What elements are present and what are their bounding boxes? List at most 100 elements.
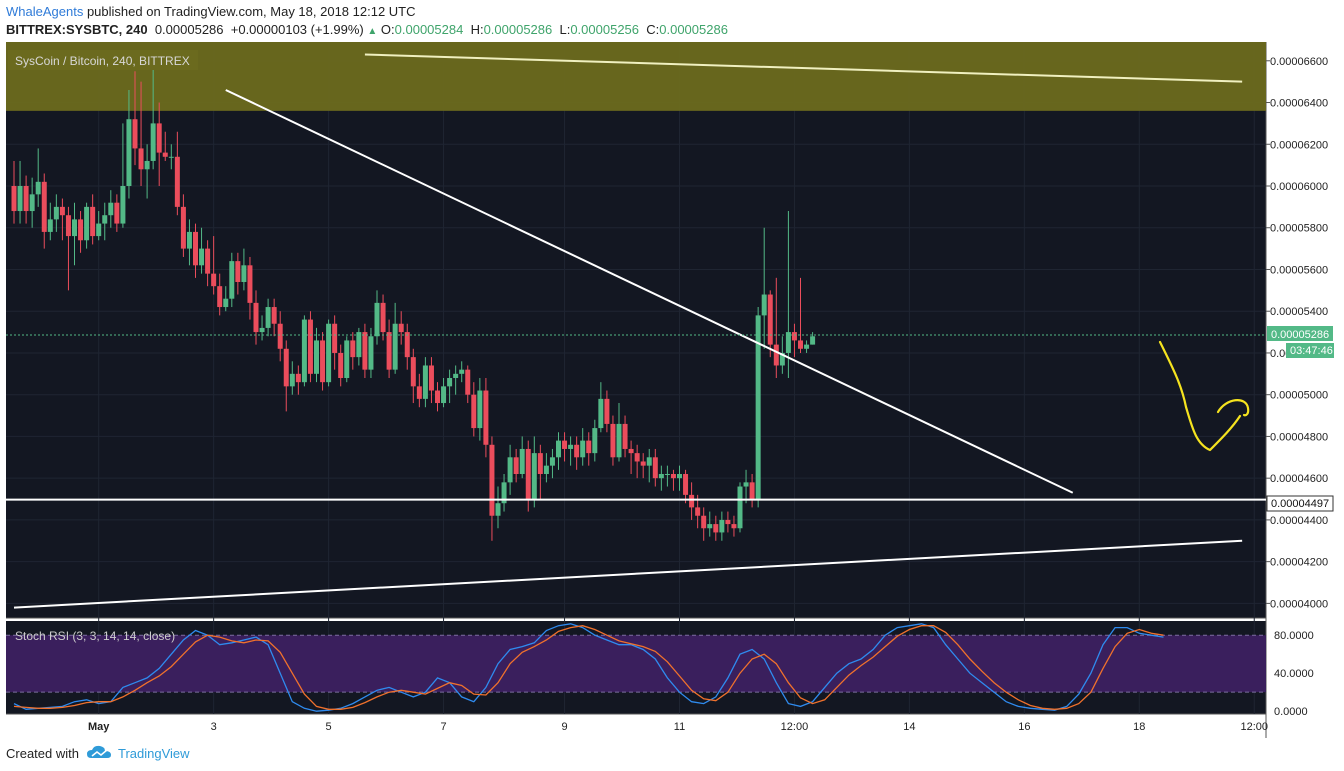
- candle-body: [271, 307, 277, 324]
- price-chart[interactable]: 0.00006600 0.00006400 0.00006200 0.00006000…: [0, 42, 1344, 738]
- countdown-tag: [1286, 343, 1334, 358]
- candle-body: [598, 398, 604, 429]
- candle-body: [283, 348, 289, 387]
- price-axis[interactable]: [1266, 42, 1344, 714]
- candle-body: [562, 440, 568, 449]
- candle-body: [810, 336, 816, 345]
- price-tick-label: 0.00004400: [1270, 515, 1328, 527]
- candle-body: [568, 444, 574, 449]
- descending-trendline: [225, 89, 1074, 494]
- candle-body: [592, 428, 598, 454]
- projection-arrow[interactable]: [1158, 340, 1242, 452]
- time-tick-label: 12:00: [1240, 721, 1268, 733]
- candle-body: [652, 457, 658, 479]
- support-price-label: 0.00004497: [1271, 498, 1329, 510]
- price-tick-label: 0.00005400: [1270, 306, 1328, 318]
- candle-body: [259, 327, 265, 333]
- candle-body: [84, 206, 90, 241]
- time-tick-label: 9: [561, 721, 567, 733]
- author-link[interactable]: WhaleAgents: [6, 4, 84, 19]
- candle-body: [701, 515, 707, 529]
- candle-body: [658, 474, 664, 479]
- open-label: O:: [380, 22, 395, 37]
- candle-body: [428, 365, 434, 391]
- price-tick-label: 0.00005800: [1270, 223, 1328, 235]
- high-value: 0.00005286: [483, 22, 553, 37]
- candle-body: [580, 440, 586, 458]
- open-value: 0.00005284: [394, 22, 464, 37]
- candle-body: [332, 323, 338, 353]
- candle-body: [677, 474, 682, 479]
- time-tick-label: 18: [1133, 721, 1145, 733]
- candle-body: [513, 457, 519, 474]
- candle-body: [265, 307, 271, 328]
- candle-body: [277, 323, 283, 349]
- publish-info: published on TradingView.com, May 18, 20…: [83, 4, 416, 19]
- candle-body: [707, 524, 713, 529]
- candle-body: [108, 202, 114, 216]
- candle-body: [35, 181, 41, 195]
- candle-body: [398, 323, 404, 333]
- upper-channel-line: [364, 53, 1243, 83]
- candle-body: [301, 319, 307, 383]
- candle-body: [253, 302, 259, 333]
- candle-body: [295, 373, 301, 383]
- candle-body: [144, 160, 150, 170]
- projection-curl[interactable]: [1216, 399, 1250, 417]
- rsi-tick-label: 80.0000: [1274, 630, 1314, 642]
- candle-body: [719, 519, 725, 533]
- rsi-tick-label: 40.0000: [1274, 668, 1314, 680]
- price-change: +0.00000103 (+1.99%): [230, 22, 364, 37]
- candle-body: [205, 248, 211, 274]
- time-tick-label: 7: [440, 721, 446, 733]
- ascending-support-trendline: [13, 539, 1243, 609]
- candle-body: [646, 457, 652, 466]
- time-tick-label: 14: [903, 721, 915, 733]
- candle-body: [507, 457, 513, 483]
- tradingview-link[interactable]: TradingView: [118, 746, 190, 761]
- rsi-band: [6, 635, 1266, 693]
- candle-body: [410, 357, 416, 387]
- price-tick-label: 0.00005000: [1270, 390, 1328, 402]
- candle-body: [241, 265, 247, 282]
- candle-body: [465, 369, 471, 395]
- candle-body: [380, 302, 386, 333]
- candle-body: [586, 440, 592, 454]
- trendlines[interactable]: [13, 53, 1243, 609]
- candle-body: [307, 319, 313, 374]
- candle-body: [193, 231, 198, 266]
- candle-body: [132, 119, 138, 149]
- candle-body: [804, 344, 810, 349]
- candle-body: [549, 457, 555, 466]
- candle-body: [616, 423, 622, 458]
- candles[interactable]: [11, 69, 816, 541]
- candle-body: [289, 373, 295, 387]
- candle-body: [531, 453, 537, 500]
- candle-body: [78, 219, 84, 241]
- candle-body: [610, 423, 616, 458]
- candle-body: [350, 340, 356, 358]
- price-tick-label: 0.00006200: [1270, 139, 1328, 151]
- candle-body: [695, 507, 701, 516]
- time-tick-label: 3: [211, 721, 217, 733]
- candle-body: [368, 336, 374, 370]
- candle-body: [798, 340, 803, 349]
- candle-body: [640, 461, 646, 466]
- rsi-tick-label: 0.0000: [1274, 706, 1308, 718]
- candle-body: [386, 332, 392, 370]
- candle-body: [634, 453, 640, 462]
- candle-body: [156, 123, 162, 153]
- candle-body: [138, 148, 144, 170]
- candle-body: [416, 386, 422, 399]
- time-tick-label: 16: [1018, 721, 1030, 733]
- price-tick-label: 0.00006600: [1270, 56, 1328, 68]
- candle-body: [344, 340, 350, 378]
- candle-body: [356, 332, 362, 358]
- candle-body: [574, 444, 580, 458]
- chart-header: WhaleAgents published on TradingView.com…: [0, 0, 1344, 42]
- price-tick-label: 0.00004200: [1270, 557, 1328, 569]
- time-tick-label: 11: [674, 721, 685, 733]
- candle-body: [320, 340, 326, 383]
- candle-body: [223, 298, 229, 308]
- candle-body: [229, 261, 235, 299]
